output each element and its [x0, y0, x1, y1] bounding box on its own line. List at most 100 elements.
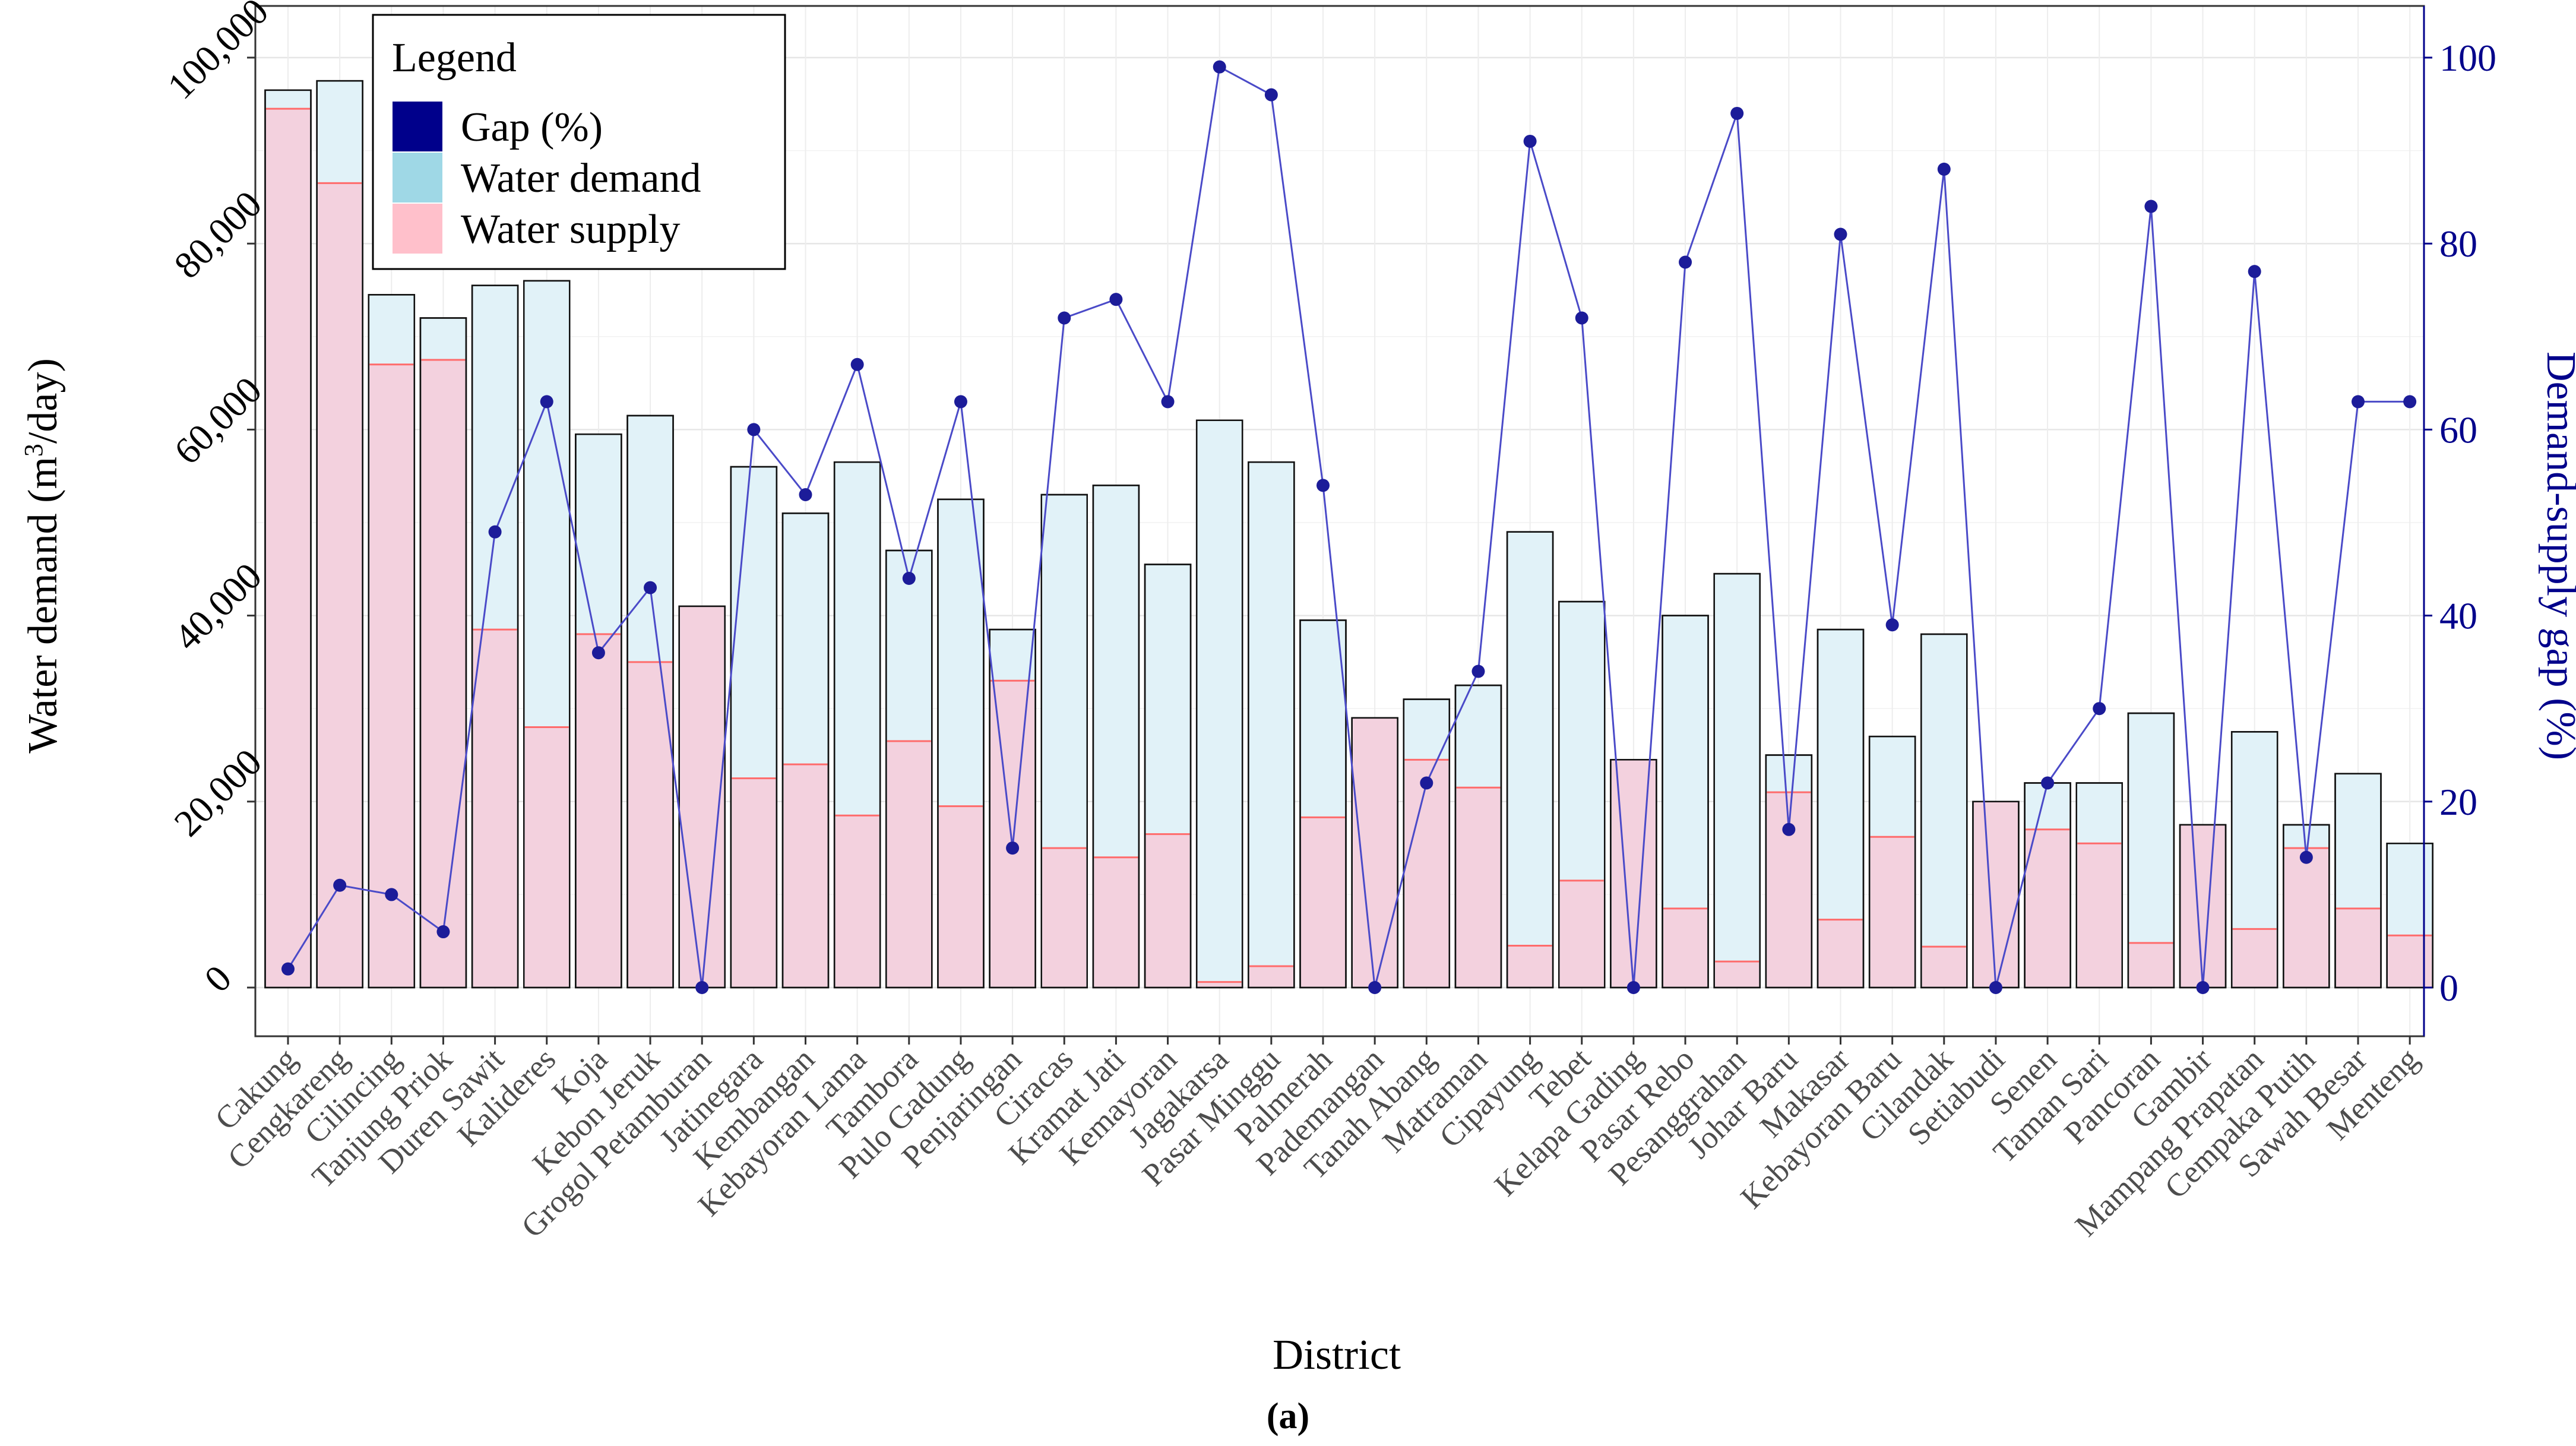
supply-bar [2026, 829, 2070, 987]
demand-bar-outline [833, 461, 881, 989]
supply-bar [2129, 942, 2173, 987]
demand-bar-outline [1868, 735, 1916, 989]
supply-bar [1197, 982, 1242, 987]
demand-bar-outline [1403, 698, 1451, 989]
demand-bar-outline [1092, 485, 1140, 989]
gap-point [902, 571, 916, 585]
y2-tick-label: 100 [2439, 37, 2496, 79]
y2-tick-label: 80 [2439, 223, 2477, 265]
gap-point [1885, 618, 1899, 632]
supply-bar [1456, 787, 1501, 987]
gap-point [644, 581, 657, 594]
supply-bar [732, 778, 776, 987]
gap-point [2041, 776, 2055, 790]
demand-bar-outline [626, 415, 674, 989]
y2-tick-label: 40 [2439, 595, 2477, 637]
demand-bar-outline [1817, 628, 1865, 989]
y2-tick-label: 60 [2439, 409, 2477, 451]
gap-point [591, 646, 605, 660]
demand-bar-outline [989, 628, 1036, 989]
demand-bar-outline [368, 294, 416, 989]
y2-tick-label: 0 [2439, 967, 2458, 1009]
gap-point [799, 488, 812, 502]
demand-bar-outline [2283, 824, 2330, 989]
demand-bar-outline [2127, 712, 2175, 989]
gap-point [1368, 981, 1382, 994]
demand-bar-outline [1248, 461, 1295, 989]
demand-bar-outline [1299, 619, 1347, 989]
legend-title: Legend [392, 35, 517, 81]
supply-bar [1301, 817, 1345, 987]
gap-point [488, 525, 502, 539]
gap-point [695, 981, 709, 994]
supply-bar [1508, 945, 1552, 987]
gap-point [2093, 702, 2106, 716]
gap-point [436, 925, 450, 939]
supply-bar [783, 764, 828, 987]
supply-bar [1559, 880, 1604, 987]
supply-bar [1663, 908, 1708, 987]
y2-tick-label: 20 [2439, 781, 2477, 823]
demand-bar [1195, 419, 1243, 989]
legend-item-label: Water supply [461, 207, 681, 252]
supply-bar [990, 681, 1035, 987]
supply-bar [1404, 760, 1449, 987]
gap-line [287, 65, 2410, 988]
supply-bar [938, 806, 983, 987]
supply-bar [1042, 848, 1087, 987]
gap-point [1834, 227, 1847, 241]
demand-bar-outline [1454, 684, 1502, 989]
supply-bar [1922, 947, 1966, 987]
legend-key [391, 202, 444, 255]
supply-bar [1818, 919, 1863, 987]
demand-bar [1713, 572, 1761, 989]
demand-bar-outline [264, 89, 312, 989]
demand-bar-outline [885, 549, 933, 989]
gap-point [1989, 981, 2002, 994]
gap-point [1626, 981, 1640, 994]
gap-point [1937, 162, 1951, 176]
demand-bar-outline [1506, 531, 1554, 989]
gap-point [1317, 479, 1330, 492]
supply-bar [2388, 935, 2432, 987]
demand-bar-outline [1765, 754, 1813, 989]
demand-bar-outline [2075, 782, 2123, 989]
supply-bar [1870, 837, 1914, 987]
gap-point [1213, 60, 1226, 74]
gap-point [281, 962, 295, 976]
supply-bar [1715, 961, 1759, 987]
demand-bar-outline [730, 466, 778, 989]
legend-item-label: Gap (%) [461, 105, 603, 150]
gap-point [1471, 665, 1485, 678]
x-axis-label: District [1273, 1331, 1401, 1378]
gap-point [1679, 255, 1692, 269]
supply-bar [835, 815, 879, 987]
gap-point [1264, 88, 1278, 102]
supply-bar [2181, 824, 2225, 987]
legend-item-label: Water demand [461, 156, 701, 201]
gap-point [2248, 265, 2261, 279]
supply-bar [1973, 801, 2018, 987]
gap-point [850, 357, 864, 371]
gap-point [747, 423, 761, 436]
supply-bar [576, 634, 621, 987]
gap-point [1730, 106, 1744, 120]
y2-axis-label: Demand-supply gap (%) [2538, 352, 2576, 760]
supply-bar [1249, 966, 1293, 987]
gap-point [1006, 841, 1020, 855]
gap-point [333, 878, 347, 892]
gap-point [1782, 822, 1796, 836]
supply-bar [2336, 908, 2380, 987]
gap-point [2352, 395, 2365, 409]
demand-bar-outline [2386, 843, 2433, 989]
gap-point [2299, 850, 2313, 864]
supply-bar [1145, 834, 1190, 987]
demand-bar-outline [575, 433, 622, 989]
demand-bar-outline [2334, 773, 2382, 989]
demand-bar-outline [1558, 600, 1606, 989]
demand-bar-outline [1920, 633, 1968, 989]
gap-point [1109, 293, 1123, 306]
demand-bar-outline [1662, 615, 1709, 989]
demand-bar [1248, 461, 1295, 989]
